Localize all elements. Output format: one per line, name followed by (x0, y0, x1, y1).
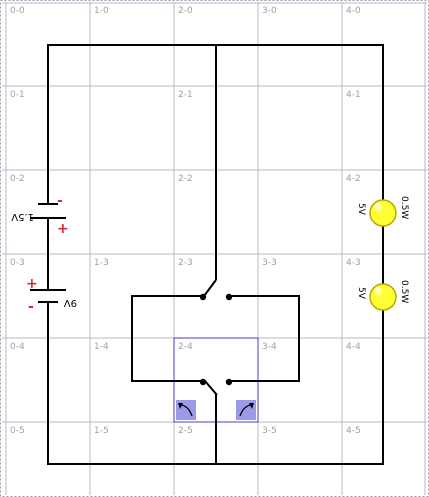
bulb-lower-power: 0.5W (399, 280, 409, 303)
switch-lower-lever (204, 380, 218, 396)
wire-switch-right (230, 295, 300, 382)
cell-label-4-1: 4-1 (346, 90, 361, 100)
bulb-lower-icon (369, 283, 397, 311)
cell-label-2-5: 2-5 (178, 426, 193, 436)
cell-label-1-5: 1-5 (94, 426, 109, 436)
cell-label-0-3: 0-3 (10, 258, 25, 268)
cell-label-2-0: 2-0 (178, 6, 193, 16)
battery-9v-minus: - (28, 299, 34, 315)
cell-label-2-3: 2-3 (178, 258, 193, 268)
battery-9v-label: 9V (64, 297, 77, 308)
cell-label-0-1: 0-1 (10, 90, 25, 100)
bulb-upper-highlight (374, 203, 382, 211)
bulb-lower-highlight (374, 287, 382, 295)
cell-label-0-5: 0-5 (10, 426, 25, 436)
rotate-ccw-icon (178, 403, 193, 417)
cell-label-4-2: 4-2 (346, 174, 361, 184)
cell-label-3-5: 3-5 (262, 426, 277, 436)
battery-9v[interactable]: + - 9V (26, 276, 77, 315)
cell-labels: 0-0 1-0 2-0 3-0 4-0 0-1 2-1 4-1 0-2 2-2 … (10, 6, 361, 436)
bulb-upper-power: 0.5W (399, 196, 409, 219)
bulb-lower[interactable]: 5V 0.5W (356, 280, 409, 311)
cell-label-0-0: 0-0 (10, 6, 25, 16)
switch-upper[interactable] (199, 279, 233, 301)
cell-label-1-3: 1-3 (94, 258, 109, 268)
cell-label-0-2: 0-2 (10, 174, 25, 184)
wires (47, 44, 384, 465)
battery-1-5v-plus: + (57, 221, 69, 237)
battery-1-5v-label: 1.5V (11, 211, 34, 222)
cell-label-4-0: 4-0 (346, 6, 361, 16)
cell-label-2-4: 2-4 (178, 342, 193, 352)
cell-label-1-0: 1-0 (94, 6, 109, 16)
switch-lower-contact-left (199, 378, 207, 386)
bulb-lower-voltage: 5V (356, 287, 366, 300)
switch-upper-contact-right (225, 293, 233, 301)
cell-label-4-5: 4-5 (346, 426, 361, 436)
cell-label-4-4: 4-4 (346, 342, 361, 352)
switch-lower-contact-right (225, 378, 233, 386)
switch-lower[interactable] (199, 378, 233, 396)
battery-1-5v-minus: - (57, 193, 63, 209)
cell-label-3-0: 3-0 (262, 6, 277, 16)
cell-label-0-4: 0-4 (10, 342, 25, 352)
rotate-cw-button[interactable] (236, 400, 256, 420)
bulb-upper-voltage: 5V (356, 203, 366, 216)
cell-label-1-4: 1-4 (94, 342, 109, 352)
bulb-upper[interactable]: 5V 0.5W (356, 196, 409, 227)
battery-1-5v[interactable]: - + 1.5V (11, 193, 69, 237)
switch-upper-lever (203, 279, 217, 297)
rotate-ccw-button[interactable] (176, 400, 196, 420)
rotate-cw-icon (239, 403, 254, 417)
bulb-upper-icon (369, 199, 397, 227)
cell-label-2-1: 2-1 (178, 90, 193, 100)
battery-9v-plus: + (26, 276, 38, 292)
cell-label-4-3: 4-3 (346, 258, 361, 268)
wire-switch-left (131, 295, 202, 382)
cell-label-3-3: 3-3 (262, 258, 277, 268)
cell-label-2-2: 2-2 (178, 174, 193, 184)
cell-label-3-4: 3-4 (262, 342, 277, 352)
